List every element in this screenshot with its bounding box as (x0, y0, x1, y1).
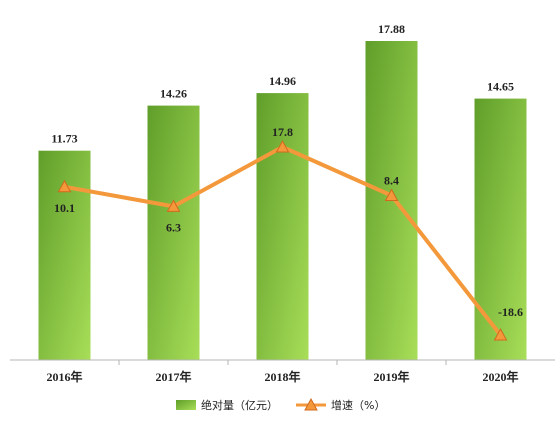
legend-swatch-bar (176, 400, 196, 410)
line-value-label: 10.1 (54, 201, 75, 215)
x-tick-label: 2016年 (46, 369, 82, 384)
bar-3 (256, 93, 309, 360)
legend-label-line: 增速（%） (331, 398, 385, 412)
line-marker (57, 179, 72, 193)
line-marker (166, 199, 181, 212)
x-tick-label: 2020年 (482, 369, 518, 384)
bar-value-label: 11.73 (51, 132, 77, 146)
bar-2 (147, 105, 200, 360)
bar-value-label: 17.88 (378, 22, 405, 36)
line-value-label: 8.4 (384, 174, 399, 188)
bar-value-label: 14.26 (160, 87, 187, 101)
line-value-label: -18.6 (498, 305, 523, 319)
x-tick-label: 2019年 (373, 369, 409, 384)
line-marker (384, 188, 399, 202)
line-marker (493, 327, 508, 341)
legend: 绝对量（亿元） 增速（%） (176, 397, 385, 412)
legend-swatch-marker (304, 397, 318, 411)
bar-value-label: 14.65 (487, 80, 514, 94)
bar-value-label: 14.96 (269, 74, 296, 88)
bar-5 (474, 98, 527, 360)
x-tick-label: 2017年 (155, 369, 191, 384)
line-marker (275, 139, 290, 153)
line-value-label: 17.8 (272, 125, 293, 139)
legend-label-bar: 绝对量（亿元） (201, 398, 278, 412)
x-tick-label: 2018年 (264, 369, 300, 384)
line-value-label: 6.3 (166, 220, 181, 234)
